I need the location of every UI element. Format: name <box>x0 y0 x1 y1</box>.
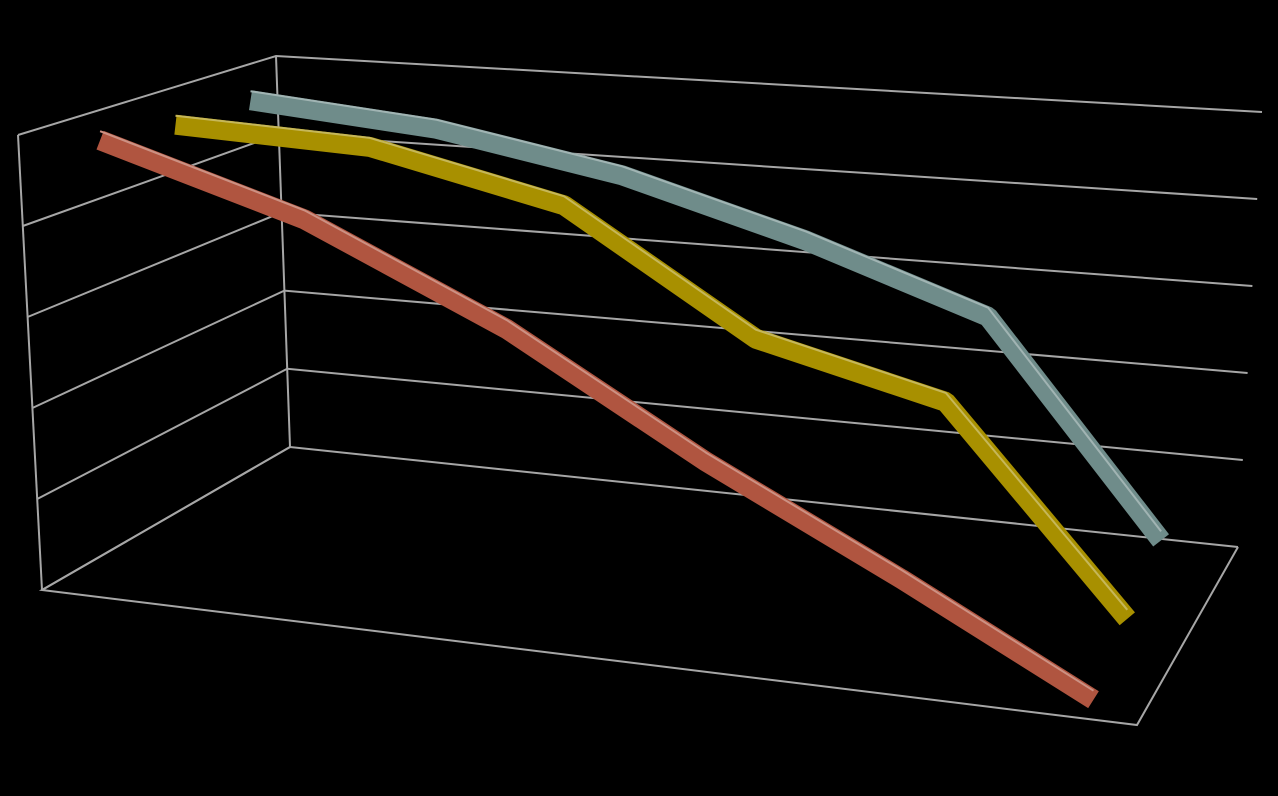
grid-line <box>31 289 1248 409</box>
series-ribbon <box>248 90 1170 547</box>
grid-line <box>36 367 1243 500</box>
wall-corner <box>275 55 291 448</box>
series-edge <box>99 130 1095 692</box>
grid-line <box>17 54 1263 136</box>
wall-edge <box>17 134 43 591</box>
series-ribbon <box>96 130 1099 709</box>
series-ribbon <box>174 114 1135 626</box>
series-edge <box>175 114 1129 611</box>
series-edge <box>250 90 1162 533</box>
grid-line <box>41 445 1239 591</box>
